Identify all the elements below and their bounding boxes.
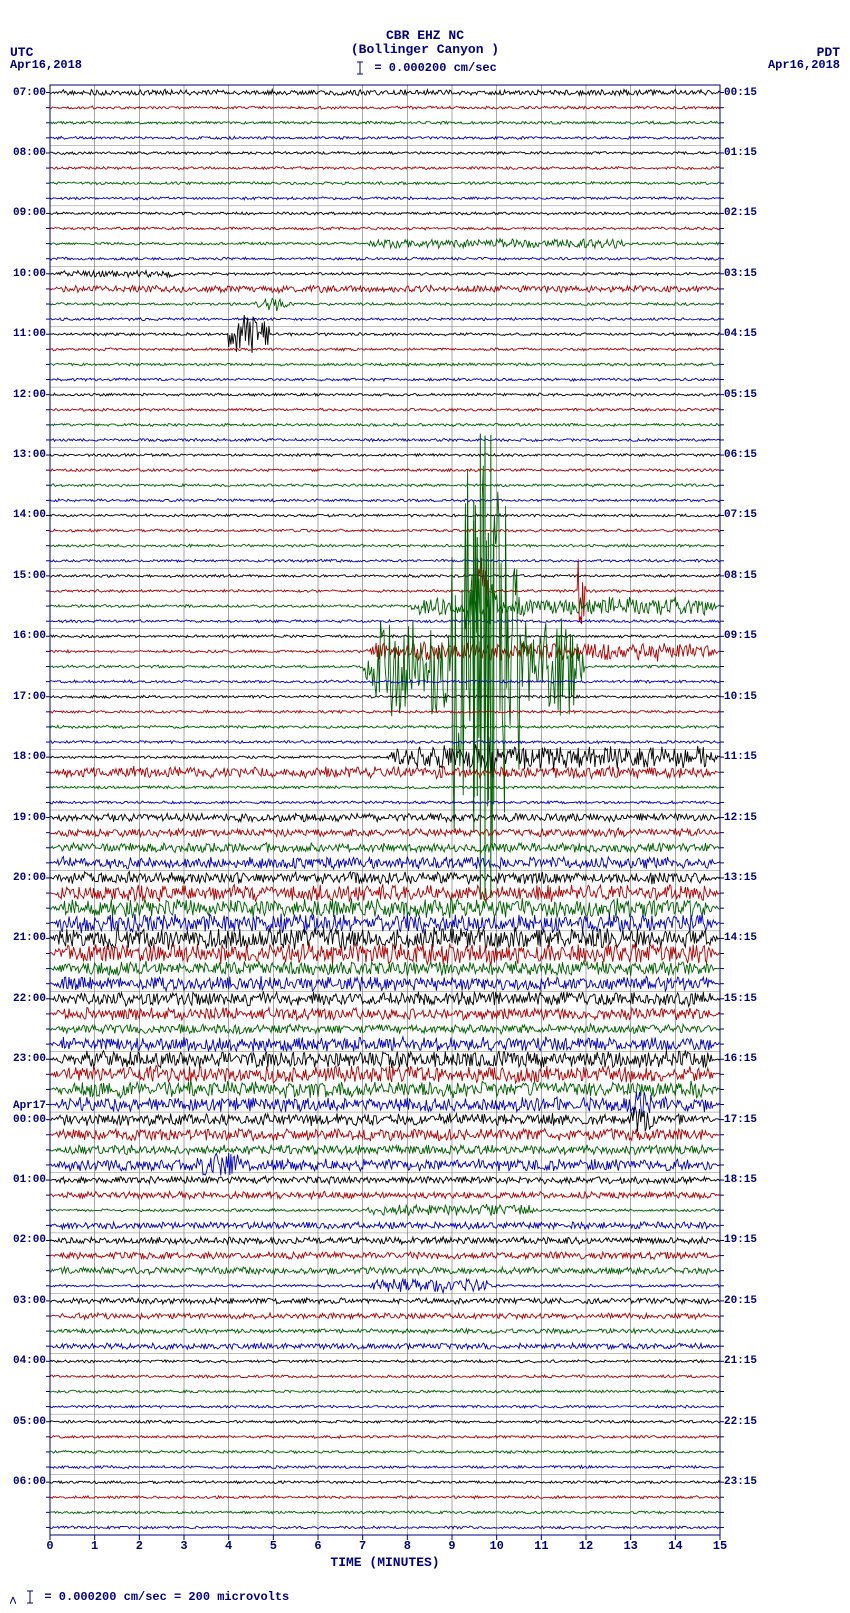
utc-tick: 09:00 (13, 207, 46, 219)
utc-tick: 01:00 (13, 1174, 46, 1186)
station-code: CBR EHZ NC (0, 28, 850, 43)
utc-tick: 22:00 (13, 993, 46, 1005)
pdt-tick: 10:15 (724, 691, 757, 703)
utc-tick: 15:00 (13, 570, 46, 582)
x-tick: 2 (136, 1539, 143, 1553)
pdt-tick: 20:15 (724, 1295, 757, 1307)
utc-tick: 17:00 (13, 691, 46, 703)
utc-tick: 20:00 (13, 872, 46, 884)
pdt-tick: 03:15 (724, 268, 757, 280)
utc-tick: 16:00 (13, 630, 46, 642)
pdt-tick: 14:15 (724, 932, 757, 944)
right-date: Apr16,2018 (768, 58, 840, 72)
x-tick: 14 (668, 1539, 682, 1553)
pdt-tick: 22:15 (724, 1416, 757, 1428)
pdt-tick: 17:15 (724, 1114, 757, 1126)
pdt-tick: 09:15 (724, 630, 757, 642)
x-tick: 10 (489, 1539, 503, 1553)
pdt-tick: 04:15 (724, 328, 757, 340)
x-tick: 7 (359, 1539, 366, 1553)
utc-tick: 05:00 (13, 1416, 46, 1428)
x-tick: 1 (91, 1539, 98, 1553)
utc-tick: 19:00 (13, 812, 46, 824)
footer-text: = 0.000200 cm/sec = 200 microvolts (44, 1590, 289, 1604)
pdt-tick: 11:15 (724, 751, 757, 763)
utc-tick: 02:00 (13, 1234, 46, 1246)
utc-tick: 03:00 (13, 1295, 46, 1307)
pdt-tick: 00:15 (724, 87, 757, 99)
pdt-tick: 15:15 (724, 993, 757, 1005)
left-date: Apr16,2018 (10, 58, 82, 72)
pdt-tick: 18:15 (724, 1174, 757, 1186)
utc-day-change: Apr17 (13, 1100, 46, 1112)
utc-tick: 00:00 (13, 1114, 46, 1126)
x-tick: 5 (270, 1539, 277, 1553)
pdt-tick: 05:15 (724, 389, 757, 401)
x-tick: 6 (314, 1539, 321, 1553)
pdt-tick: 12:15 (724, 812, 757, 824)
pdt-tick: 02:15 (724, 207, 757, 219)
pdt-tick: 16:15 (724, 1053, 757, 1065)
x-axis-label: TIME (MINUTES) (330, 1555, 439, 1570)
pdt-tick: 21:15 (724, 1355, 757, 1367)
pdt-tick: 08:15 (724, 570, 757, 582)
footer-scale: = 0.000200 cm/sec = 200 microvolts (10, 1589, 289, 1605)
utc-tick: 12:00 (13, 389, 46, 401)
pdt-tick: 06:15 (724, 449, 757, 461)
helicorder-plot: TIME (MINUTES) 07:0008:0009:0010:0011:00… (50, 85, 720, 1535)
x-tick: 13 (623, 1539, 637, 1553)
pdt-tick: 23:15 (724, 1476, 757, 1488)
utc-tick: 13:00 (13, 449, 46, 461)
x-tick: 4 (225, 1539, 232, 1553)
scale-bar-label: = 0.000200 cm/sec (374, 61, 496, 75)
utc-tick: 23:00 (13, 1053, 46, 1065)
utc-tick: 08:00 (13, 147, 46, 159)
utc-tick: 10:00 (13, 268, 46, 280)
x-tick: 12 (579, 1539, 593, 1553)
utc-tick: 04:00 (13, 1355, 46, 1367)
utc-tick: 11:00 (13, 328, 46, 340)
x-tick: 11 (534, 1539, 548, 1553)
x-tick: 9 (448, 1539, 455, 1553)
pdt-tick: 19:15 (724, 1234, 757, 1246)
x-tick: 15 (713, 1539, 727, 1553)
pdt-tick: 13:15 (724, 872, 757, 884)
x-tick: 8 (404, 1539, 411, 1553)
utc-tick: 14:00 (13, 509, 46, 521)
utc-tick: 18:00 (13, 751, 46, 763)
station-location: (Bollinger Canyon ) (0, 42, 850, 57)
x-tick: 3 (180, 1539, 187, 1553)
utc-tick: 21:00 (13, 932, 46, 944)
pdt-tick: 07:15 (724, 509, 757, 521)
utc-tick: 07:00 (13, 87, 46, 99)
x-tick: 0 (46, 1539, 53, 1553)
utc-tick: 06:00 (13, 1476, 46, 1488)
seismogram-container: CBR EHZ NC (Bollinger Canyon ) = 0.00020… (0, 0, 850, 1613)
pdt-tick: 01:15 (724, 147, 757, 159)
scale-bar: = 0.000200 cm/sec (0, 60, 850, 76)
